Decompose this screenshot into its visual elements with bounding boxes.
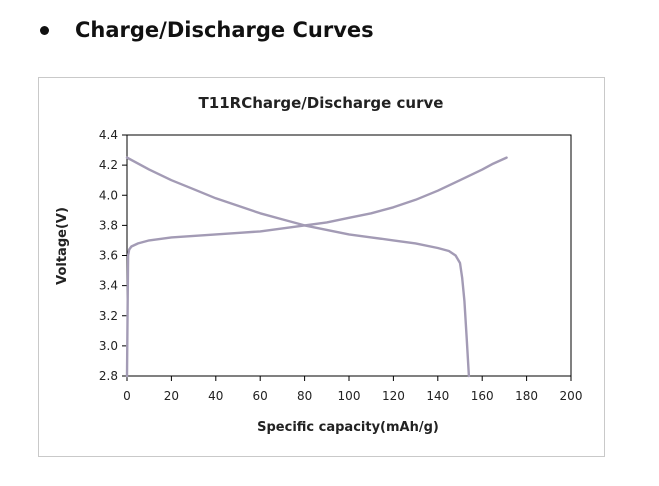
x-axis-label: Specific capacity(mAh/g): [257, 420, 439, 435]
y-tick-label: 4.4: [99, 128, 118, 142]
x-tick-label: 140: [426, 389, 449, 403]
x-tick-label: 160: [471, 389, 494, 403]
y-tick-label: 3.0: [99, 339, 118, 353]
y-tick-label: 3.6: [99, 249, 118, 263]
x-tick-label: 0: [123, 389, 131, 403]
y-tick-label: 3.4: [99, 279, 118, 293]
x-tick-label: 200: [560, 389, 583, 403]
x-tick-label: 100: [338, 389, 361, 403]
charge-curve-line: [125, 156, 508, 378]
plot-series: [125, 156, 508, 378]
discharge-curve-line: [125, 156, 471, 378]
bullet-icon: [40, 25, 49, 35]
x-tick-label: 180: [515, 389, 538, 403]
section-heading: Charge/Discharge Curves: [40, 18, 374, 42]
y-tick-label: 2.8: [99, 369, 118, 383]
y-tick-label: 4.2: [99, 158, 118, 172]
y-tick-label: 3.8: [99, 218, 118, 232]
chart-svg: T11RCharge/Discharge curve 2.8 3.0 3.2 3.4 3…: [55, 94, 583, 435]
tick-labels: 2.8 3.0 3.2 3.4 3.6 3.8 4.0 4.2 4.4 0 20 40 60 80 100 1…: [99, 128, 583, 403]
section-heading-text: Charge/Discharge Curves: [75, 18, 374, 42]
x-tick-label: 120: [382, 389, 405, 403]
chart-frame: T11RCharge/Discharge curve 2.8 3.0 3.2 3.4 3…: [38, 77, 605, 457]
plot-area-border: [126, 134, 572, 377]
chart-title: T11RCharge/Discharge curve: [199, 94, 444, 112]
y-tick-label: 4.0: [99, 188, 118, 202]
y-axis-label: Voltage(V): [55, 207, 70, 285]
x-tick-label: 20: [164, 389, 179, 403]
x-tick-label: 60: [253, 389, 268, 403]
x-tick-label: 80: [297, 389, 312, 403]
y-tick-label: 3.2: [99, 309, 118, 323]
plot-axes: [122, 134, 572, 381]
x-tick-label: 40: [208, 389, 223, 403]
